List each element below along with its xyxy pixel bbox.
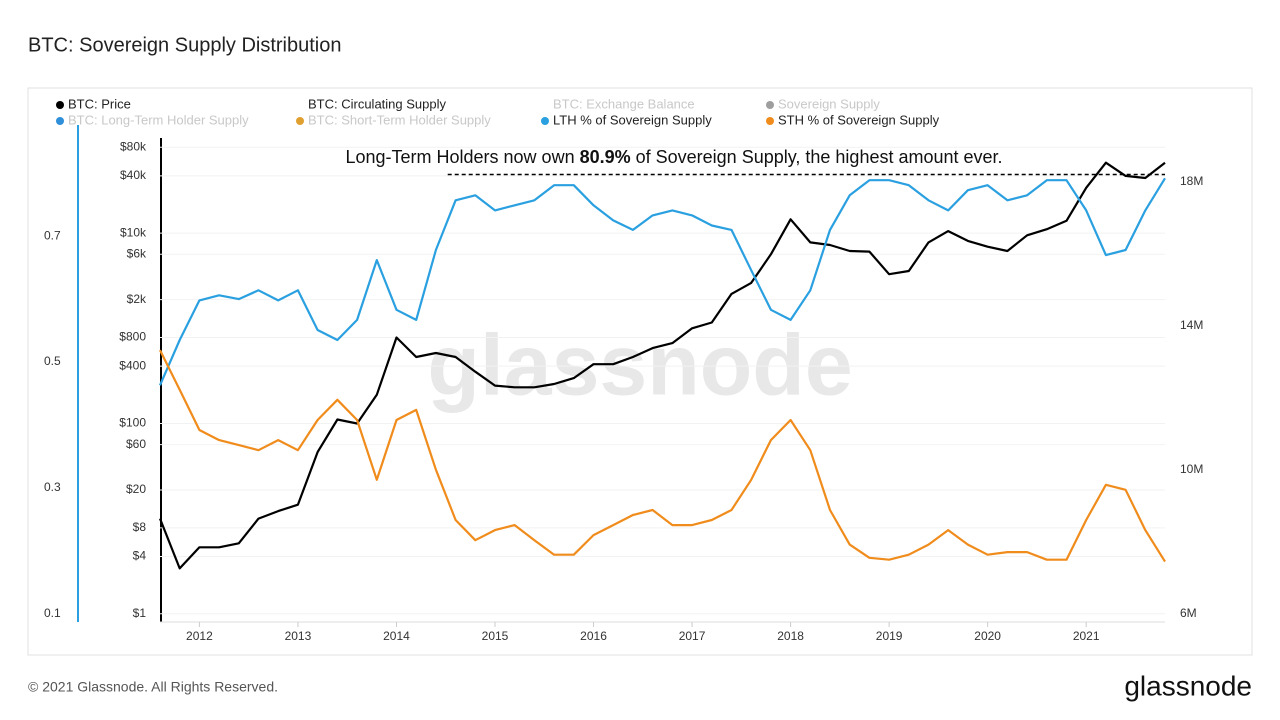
x-tick-label: 2014 — [383, 629, 410, 643]
x-tick-label: 2018 — [777, 629, 804, 643]
x-tick-label: 2015 — [482, 629, 509, 643]
legend-label: LTH % of Sovereign Supply — [553, 112, 712, 127]
price-tick-label: $80k — [120, 139, 147, 153]
annotation-text: of Sovereign Supply, the highest amount … — [631, 147, 1003, 167]
legend-marker — [56, 117, 64, 125]
y-tick-label: 0.7 — [44, 228, 61, 242]
y2-tick-label: 18M — [1180, 174, 1203, 188]
legend-label: Sovereign Supply — [778, 96, 880, 111]
x-tick-label: 2019 — [876, 629, 903, 643]
price-tick-label: $40k — [120, 168, 147, 182]
price-tick-label: $8 — [133, 520, 147, 534]
y2-tick-label: 10M — [1180, 462, 1203, 476]
price-tick-label: $4 — [133, 549, 147, 563]
price-tick-label: $60 — [126, 437, 146, 451]
footer: © 2021 Glassnode. All Rights Reserved. — [28, 679, 278, 695]
x-tick-label: 2013 — [285, 629, 312, 643]
y-tick-label: 0.5 — [44, 354, 61, 368]
x-tick-label: 2012 — [186, 629, 213, 643]
y2-tick-label: 14M — [1180, 318, 1203, 332]
series-line — [158, 161, 1166, 570]
price-tick-label: $10k — [120, 225, 147, 239]
legend-label: BTC: Long-Term Holder Supply — [68, 112, 249, 127]
annotation-text: Long-Term Holders now own — [345, 147, 579, 167]
legend-label: BTC: Exchange Balance — [553, 96, 695, 111]
price-tick-label: $20 — [126, 482, 146, 496]
x-tick-label: 2016 — [580, 629, 607, 643]
legend-label: STH % of Sovereign Supply — [778, 112, 940, 127]
price-tick-label: $100 — [119, 416, 146, 430]
annotation-bold: 80.9% — [580, 147, 631, 167]
legend-label: BTC: Price — [68, 96, 131, 111]
series-line — [158, 177, 1166, 386]
x-tick-label: 2020 — [974, 629, 1001, 643]
y-tick-label: 0.1 — [44, 606, 61, 620]
legend-marker — [541, 117, 549, 125]
x-tick-label: 2017 — [679, 629, 706, 643]
price-tick-label: $800 — [119, 330, 146, 344]
legend-label: BTC: Short-Term Holder Supply — [308, 112, 491, 127]
legend-marker — [296, 117, 304, 125]
legend-label: BTC: Circulating Supply — [308, 96, 446, 111]
y2-tick-label: 6M — [1180, 606, 1197, 620]
y-tick-label: 0.3 — [44, 480, 61, 494]
price-tick-label: $400 — [119, 358, 146, 372]
price-tick-label: $2k — [127, 292, 147, 306]
legend-marker — [766, 101, 774, 109]
x-tick-label: 2021 — [1073, 629, 1100, 643]
series-line — [159, 349, 1166, 563]
price-tick-label: $6k — [127, 246, 147, 260]
legend-marker — [56, 101, 64, 109]
price-tick-label: $1 — [133, 606, 147, 620]
logo: glassnode — [1124, 670, 1252, 701]
chart-title: BTC: Sovereign Supply Distribution — [28, 34, 341, 56]
annotation: Long-Term Holders now own 80.9% of Sover… — [345, 147, 1002, 167]
legend-marker — [766, 117, 774, 125]
